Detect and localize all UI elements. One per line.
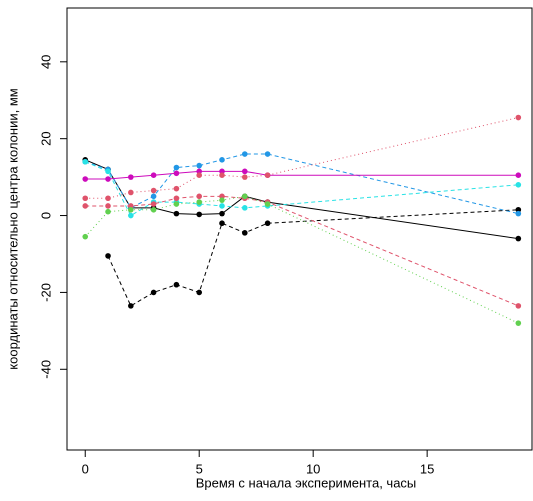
data-point xyxy=(196,199,203,205)
data-point xyxy=(173,185,180,192)
data-point xyxy=(82,203,89,209)
data-point xyxy=(150,201,157,207)
data-point xyxy=(196,193,203,200)
data-point xyxy=(150,172,157,178)
data-point xyxy=(82,233,89,240)
series-line xyxy=(85,159,519,240)
data-point xyxy=(173,210,180,217)
data-point xyxy=(150,206,157,213)
data-point xyxy=(241,174,248,180)
data-point xyxy=(515,182,522,188)
series-line xyxy=(85,153,519,215)
data-point xyxy=(219,203,225,209)
data-point xyxy=(173,164,180,171)
data-point xyxy=(515,303,522,309)
data-point xyxy=(219,197,225,203)
data-point xyxy=(196,172,203,178)
data-point xyxy=(241,205,248,211)
data-point xyxy=(150,193,157,200)
series-line xyxy=(85,195,519,307)
y-tick-label: -40 xyxy=(38,360,53,379)
y-axis-title: координаты относительно центра колонии, … xyxy=(5,88,20,369)
data-point xyxy=(128,206,134,213)
data-point xyxy=(105,253,111,259)
data-point xyxy=(196,162,203,169)
data-point xyxy=(82,158,89,165)
data-point xyxy=(128,303,134,309)
data-point xyxy=(196,289,203,296)
x-tick-label: 10 xyxy=(306,461,320,476)
series-line xyxy=(85,170,519,180)
data-point xyxy=(82,195,89,202)
series-line xyxy=(85,161,519,217)
data-point xyxy=(173,170,180,177)
data-point xyxy=(105,203,111,209)
y-tick-label: 20 xyxy=(38,131,53,145)
data-point xyxy=(173,195,180,202)
data-point xyxy=(241,151,248,157)
data-point xyxy=(241,230,248,236)
data-point xyxy=(264,151,271,157)
data-point xyxy=(128,203,134,209)
data-point xyxy=(264,220,271,227)
series-line xyxy=(85,117,519,199)
x-tick-label: 5 xyxy=(196,461,203,476)
data-point xyxy=(128,212,134,219)
data-point xyxy=(241,193,248,200)
data-point xyxy=(219,220,225,227)
x-tick-label: 15 xyxy=(420,461,434,476)
data-point xyxy=(219,172,225,178)
data-point xyxy=(150,289,157,296)
data-point xyxy=(219,193,225,200)
series-line xyxy=(107,209,519,307)
plot-box xyxy=(66,7,533,451)
data-point xyxy=(173,201,180,207)
series-line xyxy=(84,195,519,324)
y-tick-label: 0 xyxy=(38,212,53,219)
y-tick-label: -20 xyxy=(38,283,53,302)
data-point xyxy=(219,210,225,217)
data-point xyxy=(105,195,111,202)
data-point xyxy=(515,114,522,121)
data-point xyxy=(196,211,203,218)
data-point xyxy=(105,208,111,215)
data-point xyxy=(515,320,522,326)
data-point xyxy=(219,157,225,163)
data-point xyxy=(105,176,111,182)
x-axis-title: Время с начала эксперимента, часы xyxy=(196,475,417,490)
data-point xyxy=(150,187,157,194)
data-point xyxy=(515,172,522,178)
data-point xyxy=(82,176,89,182)
data-point xyxy=(173,281,180,288)
data-point xyxy=(241,168,248,175)
data-point xyxy=(264,201,271,207)
data-point xyxy=(196,168,203,175)
data-point xyxy=(219,168,225,175)
data-point xyxy=(515,206,522,213)
data-point xyxy=(515,210,522,217)
data-point xyxy=(128,174,134,180)
data-point xyxy=(128,189,134,196)
data-point xyxy=(264,172,271,178)
y-tick-label: 40 xyxy=(38,55,53,69)
data-point xyxy=(515,235,522,242)
data-point xyxy=(105,168,111,175)
x-tick-label: 0 xyxy=(82,461,89,476)
